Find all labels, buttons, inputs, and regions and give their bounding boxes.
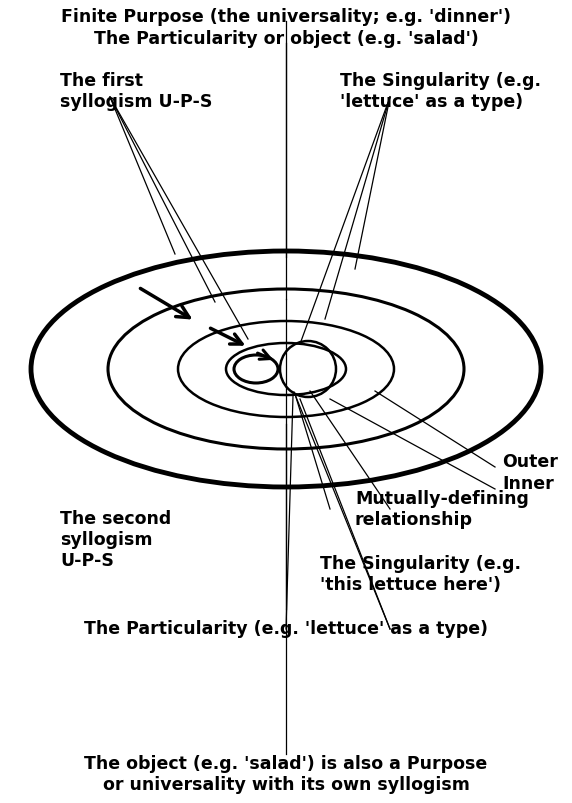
Text: The first
syllogism U-P-S: The first syllogism U-P-S bbox=[60, 72, 212, 111]
Text: Mutually-defining
relationship: Mutually-defining relationship bbox=[355, 489, 529, 528]
Text: The Singularity (e.g.
'lettuce' as a type): The Singularity (e.g. 'lettuce' as a typ… bbox=[340, 72, 541, 111]
Text: The Particularity (e.g. 'lettuce' as a type): The Particularity (e.g. 'lettuce' as a t… bbox=[84, 619, 488, 638]
Text: The Particularity or object (e.g. 'salad'): The Particularity or object (e.g. 'salad… bbox=[94, 30, 478, 48]
Text: The second
syllogism
U-P-S: The second syllogism U-P-S bbox=[60, 509, 171, 569]
Text: Outer: Outer bbox=[502, 452, 558, 471]
Text: The object (e.g. 'salad') is also a Purpose
or universality with its own syllogi: The object (e.g. 'salad') is also a Purp… bbox=[85, 754, 487, 793]
Text: Inner: Inner bbox=[502, 475, 554, 492]
Text: The Singularity (e.g.
'this lettuce here'): The Singularity (e.g. 'this lettuce here… bbox=[320, 554, 521, 593]
Text: Finite Purpose (the universality; e.g. 'dinner'): Finite Purpose (the universality; e.g. '… bbox=[61, 8, 511, 26]
